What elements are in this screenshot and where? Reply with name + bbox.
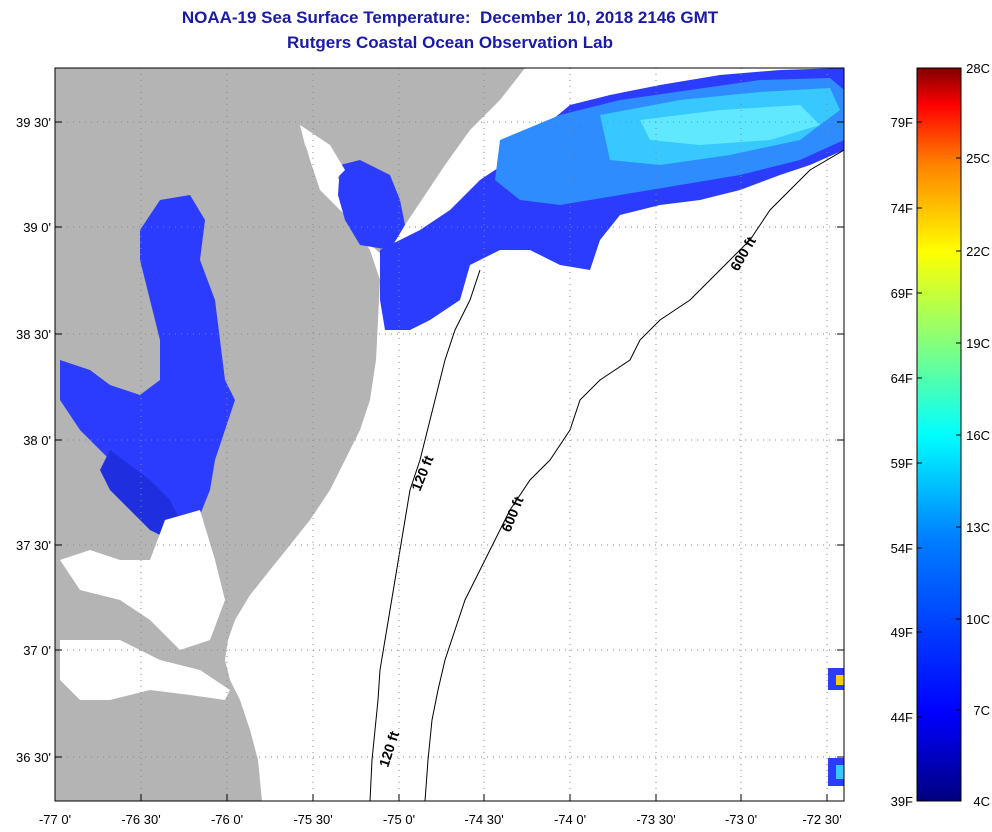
bathymetry-contours (369, 149, 844, 801)
colorbar-c-label: 16C (966, 428, 990, 443)
colorbar (916, 67, 962, 802)
lat-label: 37 30' (16, 538, 51, 553)
colorbar-f-label: 74F (891, 201, 913, 216)
colorbar-f-label: 39F (891, 794, 913, 809)
colorbar-f-label: 79F (891, 115, 913, 130)
colorbar-c-label: 4C (973, 794, 990, 809)
lat-label: 39 0' (23, 220, 51, 235)
lat-label: 38 0' (23, 433, 51, 448)
lon-label: -75 30' (293, 812, 332, 827)
lon-label: -74 0' (554, 812, 586, 827)
colorbar-c-label: 13C (966, 520, 990, 535)
colorbar-ticks (917, 67, 961, 718)
colorbar-f-label: 49F (891, 625, 913, 640)
lon-label: -74 30' (464, 812, 503, 827)
lat-label: 39 30' (16, 115, 51, 130)
colorbar-c-label: 25C (966, 151, 990, 166)
colorbar-f-label: 54F (891, 541, 913, 556)
map-title: NOAA-19 Sea Surface Temperature: Decembe… (181, 8, 719, 27)
lat-label: 38 30' (16, 327, 51, 342)
colorbar-c-label: 19C (966, 336, 990, 351)
lat-label: 37 0' (23, 643, 51, 658)
lon-label: -75 0' (383, 812, 415, 827)
colorbar-f-label: 59F (891, 456, 913, 471)
lon-label: -73 0' (725, 812, 757, 827)
lon-label: -72 30' (802, 812, 841, 827)
colorbar-f-label: 44F (891, 710, 913, 725)
map-frame (54, 67, 845, 802)
colorbar-f-label: 64F (891, 371, 913, 386)
bay-water (60, 125, 405, 700)
sst-plume (380, 68, 844, 786)
colorbar-c-label: 28C (966, 61, 990, 76)
colorbar-c-label: 7C (973, 703, 990, 718)
lat-label: 36 30' (16, 750, 51, 765)
lon-label: -73 30' (636, 812, 675, 827)
lon-label: -76 30' (121, 812, 160, 827)
colorbar-f-label: 69F (891, 286, 913, 301)
colorbar-c-label: 10C (966, 612, 990, 627)
graticule (55, 68, 844, 801)
colorbar-c-label: 22C (966, 244, 990, 259)
lon-label: -76 0' (211, 812, 243, 827)
lon-label: -77 0' (39, 812, 71, 827)
axis-ticks (55, 121, 844, 801)
map-subtitle: Rutgers Coastal Ocean Observation Lab (287, 33, 613, 52)
